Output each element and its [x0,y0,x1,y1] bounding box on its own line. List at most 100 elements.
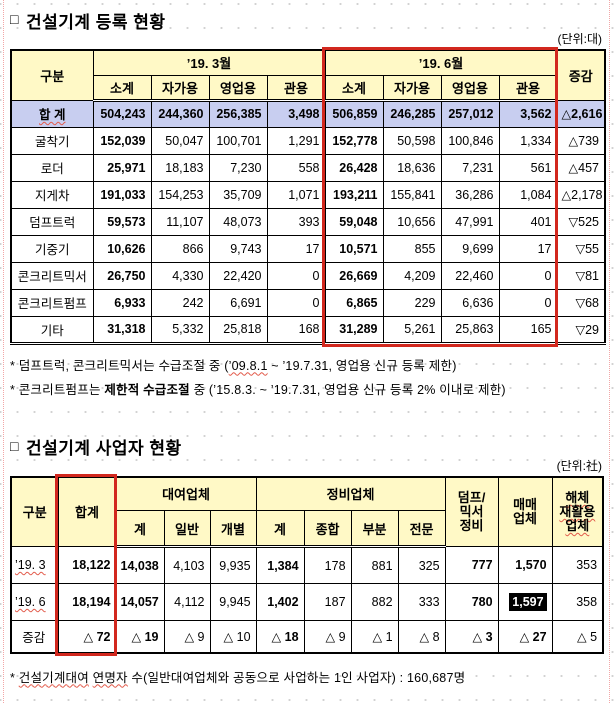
col-header-change: 증감 [556,49,606,101]
col-header-total: 합계 [57,476,117,547]
cell: 0 [266,288,326,317]
section1-title-text: 건설기계 등록 현황 [25,12,166,32]
cell: 1,384 [255,546,305,584]
table-row: 콘크리트펌프 6,933 242 6,691 0 6,865 229 6,636… [10,288,606,317]
cell: 855 [382,234,442,263]
section-gap [10,402,604,435]
cell: 36,286 [440,180,500,209]
col-header-dismantle: 해체 재활용 업체 [551,476,604,547]
table-row: 기중기 10,626 866 9,743 17 10,571 855 9,699… [10,234,606,263]
cell: 7,231 [440,153,500,182]
header-row-subs: 소계 자가용 영업용 관용 소계 자가용 영업용 관용 [11,74,605,102]
cell: 100,846 [440,126,500,155]
cell-change: △2,178 [556,180,606,209]
col-header-rental-general: 일반 [163,510,211,548]
footnote-text: 수(일반대여업체와 공동으로 사업하는 1인 사업자) : 160,687명 [127,670,466,685]
header-line: 믹서 [459,503,484,519]
cell: 165 [498,315,558,344]
header-row-groups: 구분 합계 대여업체 정비업체 덤프/ 믹서 정비 매매 업체 해체 재활용 업… [10,476,604,547]
footnote-text: ’09.8.1 [228,358,268,373]
table-row-total: 합 계 504,243 244,360 256,385 3,498 506,85… [10,99,606,128]
cell: 5,261 [382,315,442,344]
table-row: ’19. 6 18,194 14,057 4,112 9,945 1,402 1… [10,583,604,621]
selected-value[interactable]: 1,597 [509,593,547,611]
footnote-text: * 덤프트럭, 콘크리트믹서는 수급조절 중 ( [10,358,229,373]
cell: 7,230 [208,153,268,182]
footnote-pump-control: * 콘크리트펌프는 제한적 수급조절 중 (’15.8.3. ~ ’19.7.3… [10,378,604,402]
cell: 193,211 [324,180,384,209]
cell-change: ▽525 [556,207,606,236]
col-header-official: 관용 [498,74,558,102]
cell: △ 1 [350,620,399,653]
cell: 26,750 [92,261,152,290]
page-margin-guide-left [3,0,4,703]
cell: △ 3 [444,620,499,653]
table-row: 콘크리트믹서 26,750 4,330 22,420 0 26,669 4,20… [10,261,606,290]
cell: 393 [266,207,326,236]
cell-selected[interactable]: 1,597 [497,583,553,621]
cell: 59,048 [324,207,384,236]
row-label: 덤프트럭 [10,207,94,236]
cell: 9,935 [209,546,257,584]
cell: 14,038 [115,546,165,584]
footnote-text: 연명자 [92,670,128,685]
cell-change: △739 [556,126,606,155]
section2-unit-label: (단위:社) [556,458,602,473]
cell: 5,332 [150,315,210,344]
cell: 4,112 [163,583,211,621]
section2-footnote: * 건설기계대여 연명자 수(일반대여업체와 공동으로 사업하는 1인 사업자)… [10,667,604,686]
cell: 168 [266,315,326,344]
cell: 50,047 [150,126,210,155]
cell: 3,562 [498,99,558,128]
cell: 17 [498,234,558,263]
cell: 50,598 [382,126,442,155]
col-header-rental-group: 대여업체 [115,476,257,511]
cell: 155,841 [382,180,442,209]
cell: 9,743 [208,234,268,263]
row-label: 기중기 [10,234,94,263]
cell: 229 [382,288,442,317]
cell: 35,709 [208,180,268,209]
col-header-subtotal: 소계 [324,74,384,102]
cell-change: △457 [556,153,606,182]
cell: 25,971 [92,153,152,182]
cell: 4,330 [150,261,210,290]
cell: 401 [498,207,558,236]
col-header-repair-group: 정비업체 [255,476,446,511]
header-row-subs: 계 일반 개별 계 종합 부분 전문 [11,510,603,548]
col-header-repair-specialized: 전문 [397,510,446,548]
cell: △ 18 [255,620,305,653]
cell-change: ▽68 [556,288,606,317]
col-header-june: ’19. 6월 [324,49,558,76]
registration-table: 구분 ’19. 3월 ’19. 6월 증감 소계 자가용 영업용 관용 소계 자… [10,49,606,345]
cell: 244,360 [150,99,210,128]
col-header-march: ’19. 3월 [92,49,326,76]
cell: 31,289 [324,315,384,344]
table-row: ’19. 3 18,122 14,038 4,103 9,935 1,384 1… [10,546,604,584]
cell: △ 72 [57,620,117,653]
cell: 154,253 [150,180,210,209]
cell: 1,084 [498,180,558,209]
cell: 18,194 [57,583,117,621]
footnote-text: 중 (’15.8.3. ~ ’19.7.31, 영업용 신규 등록 2% 이내로… [189,382,506,397]
row-label: 콘크리트펌프 [10,288,94,317]
cell: 866 [150,234,210,263]
header-line: 매매 [513,496,538,512]
business-table-wrap: 구분 합계 대여업체 정비업체 덤프/ 믹서 정비 매매 업체 해체 재활용 업… [10,473,605,656]
row-label: 지게차 [10,180,94,209]
col-header-trade: 매매 업체 [497,476,553,547]
cell: 4,103 [163,546,211,584]
cell: 561 [498,153,558,182]
header-line: 업체 [565,517,590,533]
page-margin-guide-right [609,0,610,703]
table-row: 덤프트럭 59,573 11,107 48,073 393 59,048 10,… [10,207,606,236]
cell: 18,122 [57,546,117,584]
cell: 246,285 [382,99,442,128]
cell: 22,460 [440,261,500,290]
cell: 242 [150,288,210,317]
cell: △ 19 [115,620,165,653]
cell: 152,778 [324,126,384,155]
table-row: 로더 25,971 18,183 7,230 558 26,428 18,636… [10,153,606,182]
cell: 333 [397,583,446,621]
cell-change: △2,616 [556,99,606,128]
